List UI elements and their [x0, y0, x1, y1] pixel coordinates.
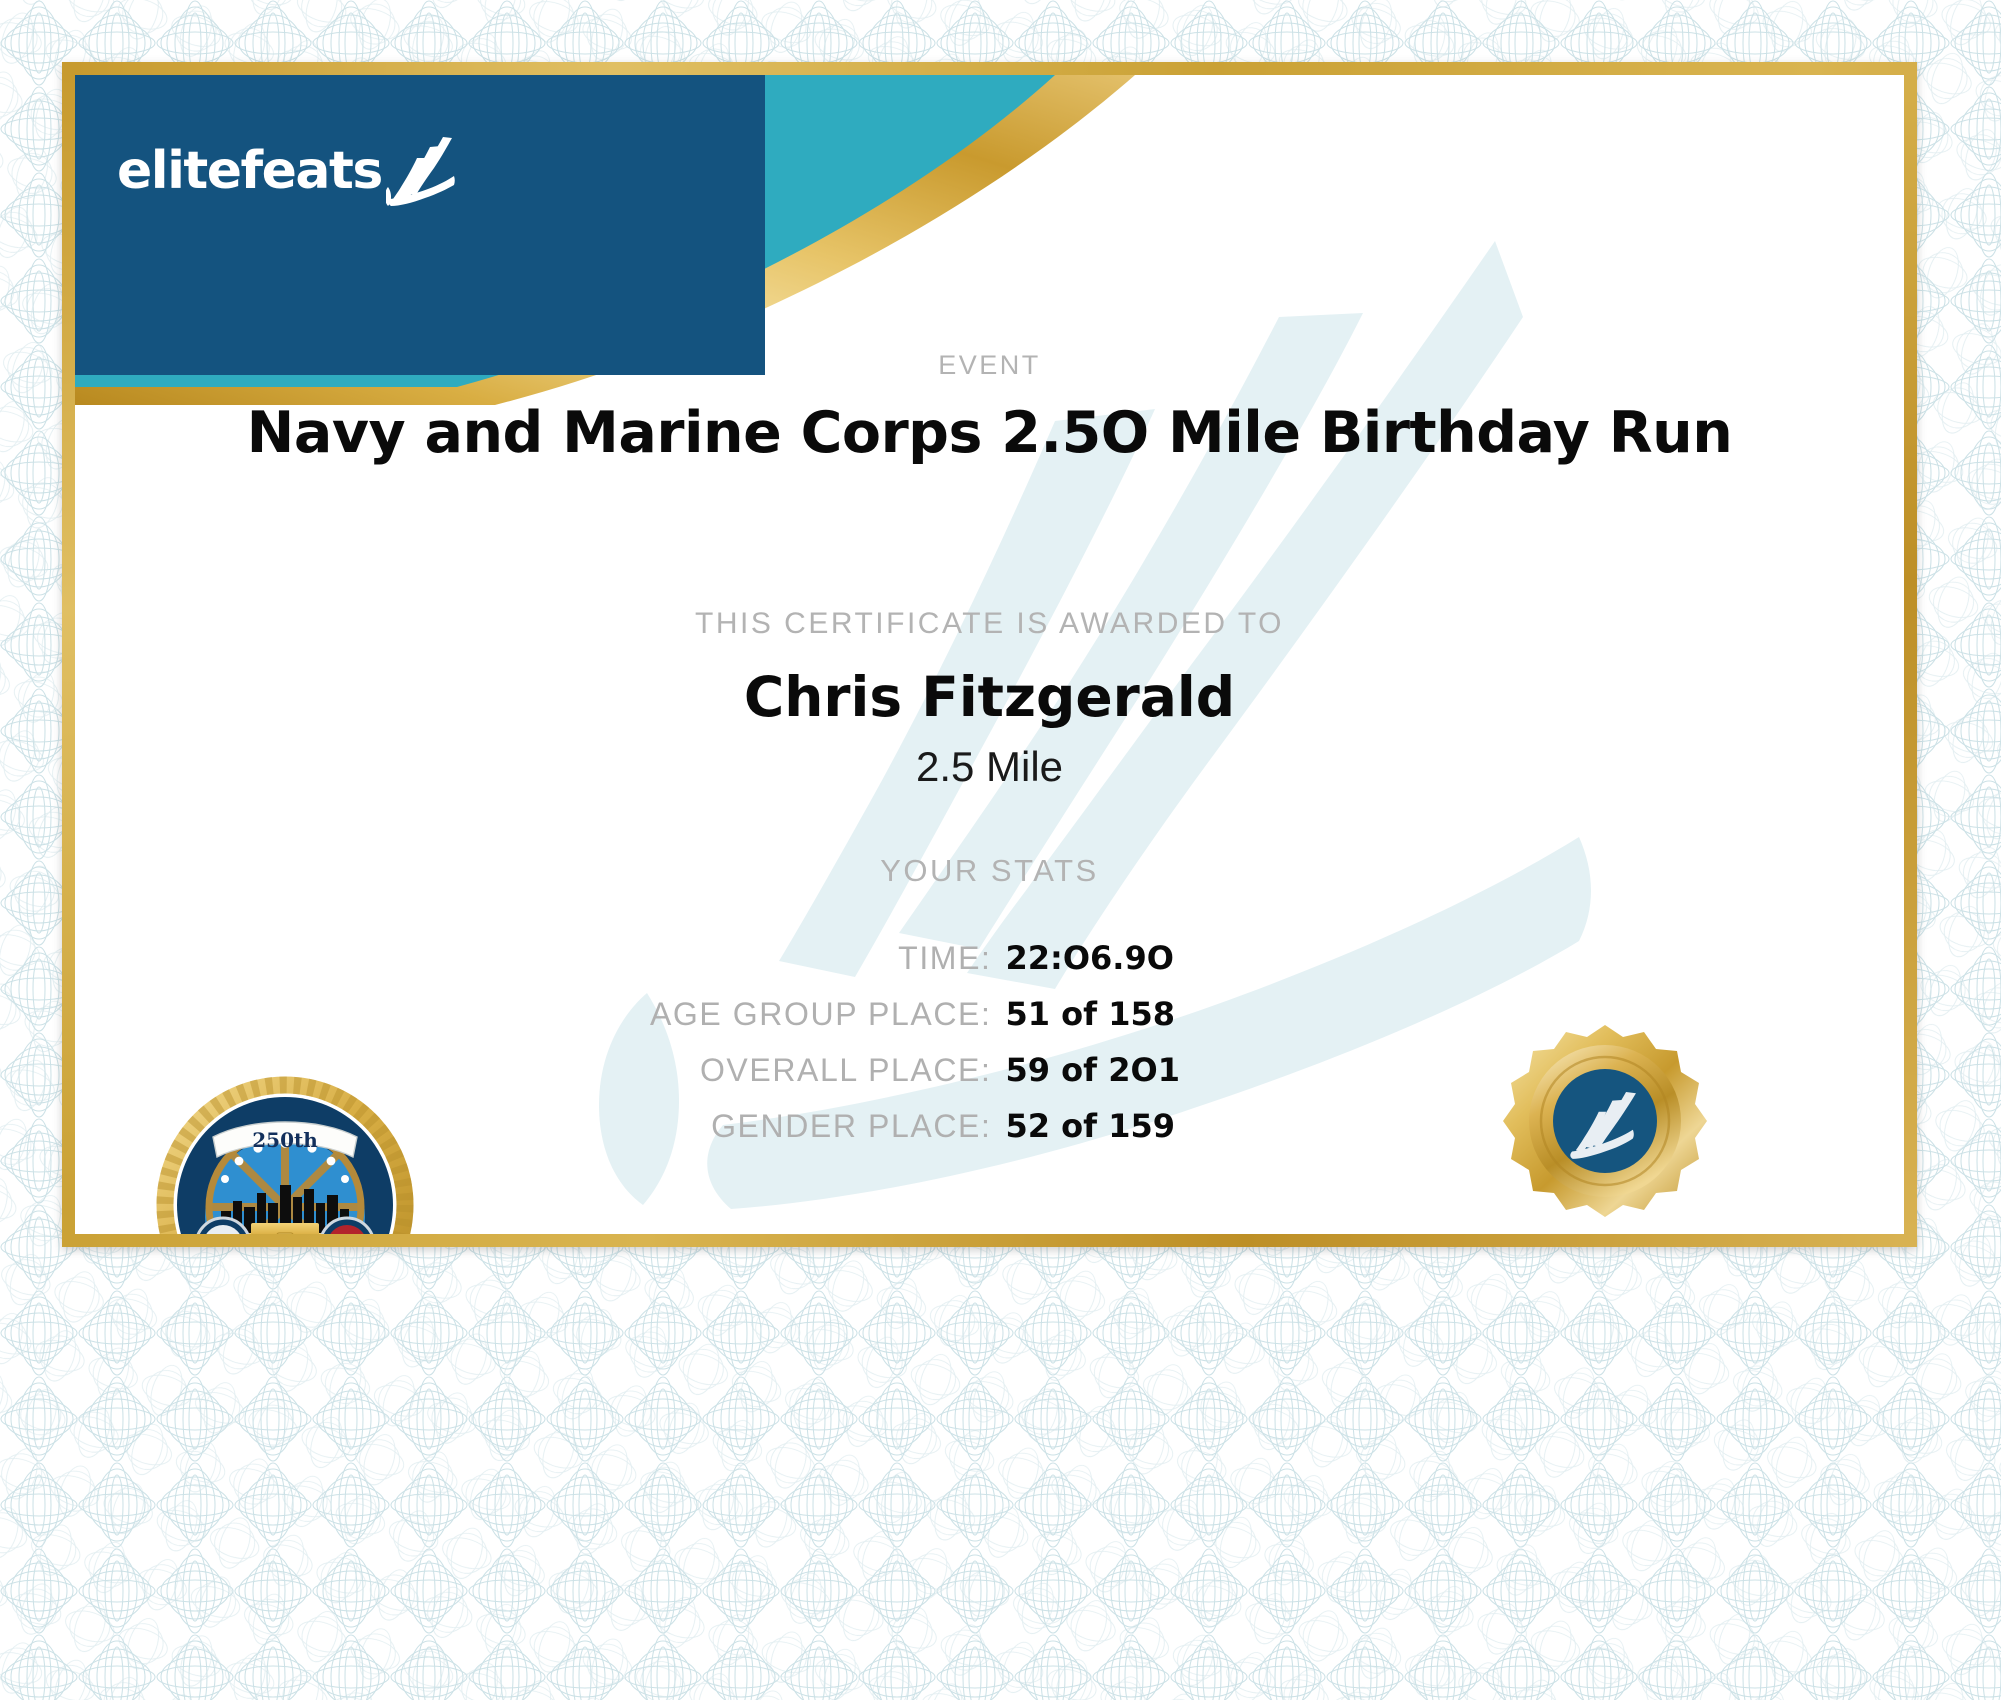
recipient-name: Chris Fitzgerald — [743, 665, 1236, 729]
certificate-frame: elitefeats EVENT Navy and Marine Corps 2… — [62, 62, 1917, 1247]
badge-rosette — [1503, 1025, 1707, 1217]
awarded-to-label: THIS CERTIFICATE IS AWARDED TO — [695, 607, 1284, 640]
race-distance: 2.5 Mile — [915, 743, 1064, 790]
medal-top-banner: 250th — [212, 1121, 358, 1159]
certificate-body: elitefeats EVENT Navy and Marine Corps 2… — [75, 75, 1904, 1234]
header-decorative-curves — [75, 75, 1135, 405]
your-stats-label: YOUR STATS — [880, 853, 1099, 888]
event-title: Navy and Marine Corps 2.5O Mile Birthday… — [246, 400, 1733, 466]
us-marine-corps-seal — [318, 1216, 376, 1234]
table-row: TIME: 22:O6.9O — [75, 930, 1904, 986]
winged-foot-icon — [385, 137, 455, 206]
certificate-content: EVENT Navy and Marine Corps 2.5O Mile Bi… — [75, 75, 1904, 1234]
stat-value: 22:O6.9O — [1005, 939, 1174, 977]
stat-key: AGE GROUP PLACE: — [649, 996, 992, 1032]
stat-value: 59 of 2O1 — [1005, 1051, 1180, 1089]
svg-text:250th: 250th — [252, 1128, 318, 1152]
elitefeats-logo-text: elitefeats — [117, 141, 383, 201]
stat-value: 52 of 159 — [1005, 1107, 1176, 1145]
stat-key: TIME: — [898, 940, 992, 976]
event-label: EVENT — [938, 350, 1041, 380]
us-navy-seal — [194, 1216, 252, 1234]
finisher-badge-icon: 2025 — [1503, 1025, 1707, 1217]
elitefeats-logo: elitefeats — [117, 133, 460, 209]
stat-value: 51 of 158 — [1005, 995, 1176, 1033]
race-medal-icon: 1775 2025 — [156, 1076, 414, 1234]
